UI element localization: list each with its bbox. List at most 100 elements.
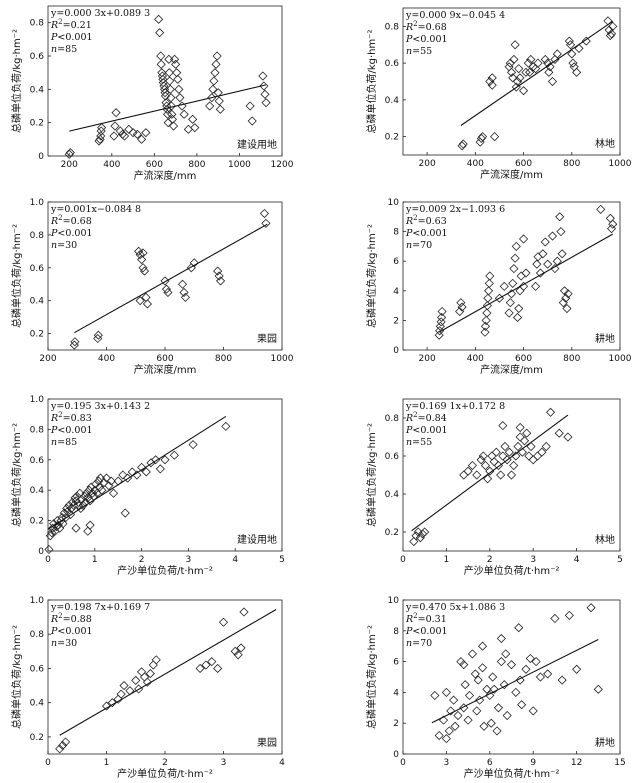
p-symbol: P bbox=[50, 228, 58, 239]
data-point bbox=[518, 234, 529, 244]
x-tick-label: 12 bbox=[571, 758, 582, 768]
data-point bbox=[526, 441, 536, 452]
data-point bbox=[586, 603, 596, 613]
data-point bbox=[142, 677, 153, 687]
data-point bbox=[498, 421, 508, 431]
panel-f: 0 1 2 3 4 5 0.2 0.4 0.6 0.8 产沙单位负荷/t·hm⁻² 总磷单位负荷/kg… bbox=[365, 398, 623, 577]
y-tick-label: 0.6 bbox=[30, 664, 45, 674]
x-tick-label: 1200 bbox=[271, 160, 294, 170]
data-point bbox=[247, 116, 257, 126]
data-point bbox=[409, 536, 419, 547]
data-point bbox=[543, 669, 553, 679]
regression-equation: y=0.195 3x+0.143 2 bbox=[50, 401, 150, 412]
data-point bbox=[480, 321, 491, 331]
r-symbol: R bbox=[50, 614, 58, 625]
data-point bbox=[523, 58, 533, 68]
data-point bbox=[531, 281, 541, 291]
data-point bbox=[506, 470, 517, 480]
x-axis-label: 产流深度/mm bbox=[480, 363, 543, 376]
r-symbol: R bbox=[50, 216, 58, 227]
x-tick-label: 0 bbox=[45, 555, 51, 565]
data-point bbox=[218, 617, 229, 627]
data-point bbox=[65, 148, 75, 158]
p-value-number: <0.001 bbox=[412, 626, 447, 637]
panel-d: 200 400 600 800 1000 0 2 4 6 8 10 产流深度/mm 总磷单位负荷/kg·… bbox=[365, 198, 632, 376]
data-point bbox=[437, 306, 447, 317]
data-point bbox=[415, 533, 425, 543]
r-squared: R2=0.68 bbox=[50, 214, 92, 227]
data-point bbox=[160, 88, 170, 98]
data-point bbox=[60, 737, 71, 747]
data-point bbox=[156, 59, 166, 69]
data-point bbox=[161, 284, 172, 294]
r-squared: R2=0.31 bbox=[405, 612, 447, 625]
y-tick-label: 0 bbox=[38, 152, 44, 162]
data-point bbox=[517, 700, 527, 710]
data-point bbox=[207, 93, 217, 103]
data-point bbox=[71, 496, 81, 506]
data-point bbox=[509, 264, 519, 274]
data-point bbox=[499, 281, 509, 291]
data-point bbox=[488, 672, 498, 682]
data-point bbox=[180, 292, 191, 302]
y-tick-label: 0.6 bbox=[385, 59, 400, 69]
x-tick-label: 4 bbox=[232, 555, 238, 565]
data-point bbox=[478, 641, 488, 651]
data-point bbox=[519, 436, 530, 446]
data-point bbox=[509, 460, 519, 471]
regression-line bbox=[460, 20, 614, 126]
data-point bbox=[509, 54, 519, 65]
data-point bbox=[515, 422, 525, 433]
y-tick-label: 0.6 bbox=[30, 52, 45, 62]
data-point bbox=[137, 462, 147, 472]
p-value: P<0.001 bbox=[405, 626, 448, 637]
data-point bbox=[484, 286, 494, 296]
y-axis-label: 总磷单位负荷/kg·hm⁻² bbox=[10, 29, 23, 133]
r-symbol: R bbox=[50, 20, 58, 31]
data-point bbox=[550, 613, 560, 624]
data-point bbox=[189, 258, 199, 268]
data-point bbox=[606, 29, 617, 39]
regression-line bbox=[59, 608, 277, 736]
sample-size: n=30 bbox=[51, 638, 77, 649]
y-tick-label: 0.2 bbox=[385, 133, 399, 143]
data-point bbox=[510, 40, 520, 50]
data-point bbox=[195, 663, 205, 674]
data-point bbox=[518, 86, 529, 96]
x-tick-label: 200 bbox=[39, 354, 56, 364]
data-point bbox=[127, 467, 137, 477]
data-point bbox=[96, 131, 106, 141]
x-tick-label: 400 bbox=[98, 354, 115, 364]
data-point bbox=[479, 721, 489, 731]
y-tick-label: 1.0 bbox=[30, 395, 45, 405]
r-squared-value: =0.68 bbox=[63, 216, 92, 227]
data-point bbox=[525, 67, 535, 77]
data-point bbox=[166, 101, 176, 111]
data-point bbox=[485, 690, 495, 701]
data-point bbox=[487, 73, 497, 83]
data-point bbox=[483, 474, 493, 484]
r-exponent: 2 bbox=[58, 214, 62, 222]
y-axis-label: 总磷单位负荷/kg·hm⁻² bbox=[365, 625, 378, 729]
r-exponent: 2 bbox=[58, 18, 62, 26]
data-point bbox=[603, 16, 613, 26]
data-point bbox=[134, 246, 144, 256]
data-point bbox=[179, 109, 189, 119]
data-point bbox=[179, 287, 189, 298]
data-point bbox=[111, 108, 121, 118]
land-use-label: 建设用地 bbox=[237, 533, 277, 546]
r-symbol: R bbox=[405, 216, 413, 227]
data-point bbox=[214, 271, 224, 281]
n-symbol: n bbox=[406, 240, 412, 251]
x-tick-label: 2 bbox=[162, 758, 168, 768]
r-symbol: R bbox=[405, 614, 413, 625]
data-point bbox=[213, 266, 223, 276]
data-point bbox=[569, 62, 579, 72]
data-point bbox=[521, 268, 531, 278]
data-point bbox=[101, 473, 112, 483]
data-point bbox=[44, 544, 54, 555]
y-tick-label: 0.2 bbox=[30, 119, 44, 129]
x-tick-label: 5 bbox=[617, 555, 623, 565]
data-point bbox=[239, 607, 249, 617]
data-point bbox=[449, 695, 459, 705]
